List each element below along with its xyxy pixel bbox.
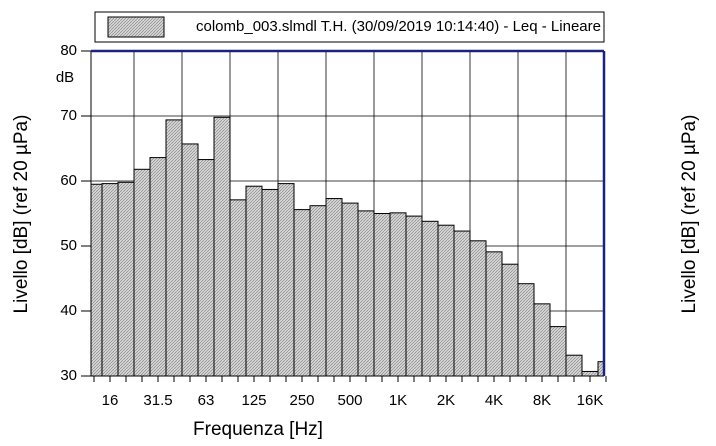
bar: [117, 181, 135, 376]
bar: [309, 205, 327, 376]
y-axis-title: Livello [dB] (ref 20 µPa): [11, 115, 32, 314]
x-tick-label: 250: [289, 392, 314, 409]
bar: [213, 116, 231, 376]
bar: [453, 230, 471, 376]
x-tick-label: 8K: [533, 392, 551, 409]
bar: [165, 119, 183, 376]
y-tick-label: 40: [60, 302, 77, 319]
bar: [101, 183, 119, 376]
bar: [485, 251, 503, 376]
x-axis-title: Frequenza [Hz]: [193, 419, 323, 440]
y-tick-label: 30: [60, 367, 77, 384]
bar: [421, 220, 439, 376]
bar: [149, 157, 167, 376]
y-unit: dB: [56, 69, 74, 86]
x-tick-label: 2K: [437, 392, 455, 409]
bar: [581, 370, 599, 376]
bar: [469, 240, 487, 376]
bar: [357, 210, 375, 376]
bar: [133, 168, 151, 376]
bars: [91, 116, 604, 376]
y-tick-label: 70: [60, 107, 77, 124]
bar: [341, 202, 359, 376]
bar: [565, 354, 583, 376]
y-tick-label: 60: [60, 172, 77, 189]
x-tick-label: 16K: [577, 392, 604, 409]
bar: [533, 303, 551, 376]
x-tick-label: 4K: [485, 392, 503, 409]
x-tick-label: 1K: [389, 392, 407, 409]
bar: [373, 213, 391, 376]
bar: [325, 198, 343, 376]
bar: [261, 188, 279, 376]
bar: [181, 143, 199, 376]
x-tick-label: 16: [102, 392, 119, 409]
y-tick-label: 50: [60, 237, 77, 254]
legend-box: [94, 11, 605, 43]
legend-swatch: [107, 16, 165, 38]
x-tick-label: 63: [198, 392, 215, 409]
x-tick-label: 125: [241, 392, 266, 409]
x-tick-label: 500: [337, 392, 362, 409]
y-tick-label: 80: [60, 42, 77, 59]
bar: [405, 215, 423, 376]
bar: [197, 159, 215, 376]
bar: [517, 283, 535, 376]
bar: [277, 183, 295, 376]
x-tick-label: 31.5: [143, 392, 172, 409]
bar: [91, 183, 103, 376]
bar: [389, 212, 407, 376]
bar: [597, 361, 604, 376]
bar: [293, 209, 311, 376]
y2-axis-title: Livello [dB] (ref 20 µPa): [679, 115, 700, 314]
legend-label: colomb_003.slmdl T.H. (30/09/2019 10:14:…: [196, 18, 601, 35]
bar: [501, 263, 519, 376]
bar: [549, 326, 567, 376]
bar: [229, 199, 247, 376]
bar: [437, 224, 455, 376]
bar: [245, 185, 263, 376]
